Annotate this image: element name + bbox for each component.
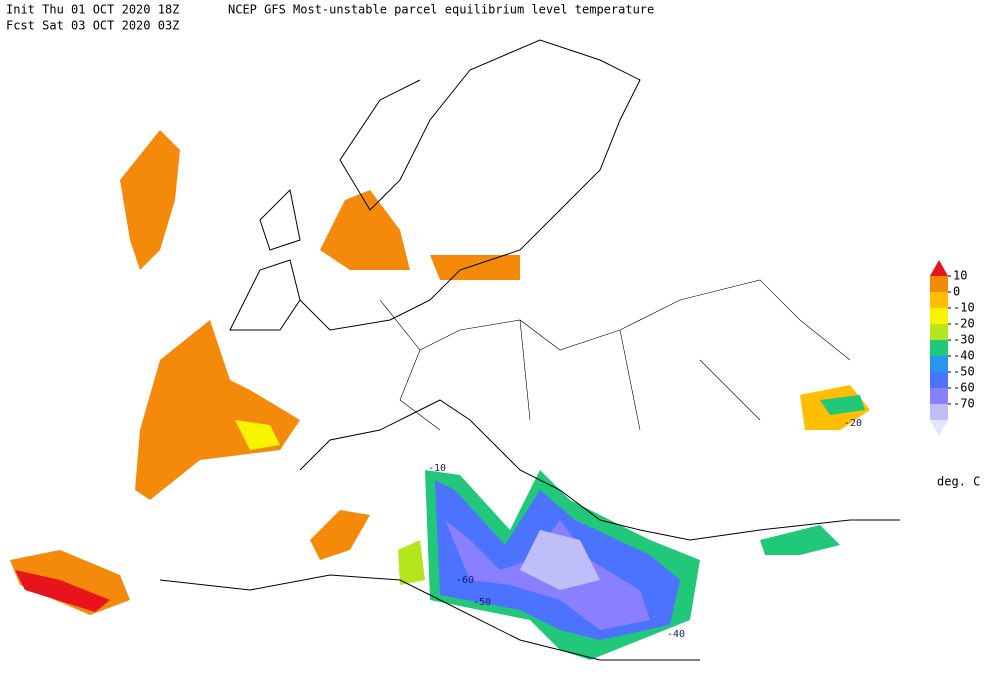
init-text: Init Thu 01 OCT 2020 18Z — [6, 3, 179, 17]
map-title: NCEP GFS Most-unstable parcel equilibriu… — [228, 3, 654, 17]
field-area — [430, 255, 520, 280]
coastline — [299, 39, 641, 331]
contour-label: -20 — [844, 418, 862, 429]
field-area — [398, 540, 425, 585]
field-area — [135, 320, 300, 500]
legend-label: -30 — [953, 333, 975, 347]
coastlines — [159, 39, 900, 661]
legend-triangle — [930, 260, 948, 276]
legend-label: -10 — [953, 301, 975, 315]
field-area — [820, 395, 865, 415]
coastline — [299, 399, 900, 541]
contour-label: -60 — [456, 575, 474, 586]
legend-swatch — [930, 388, 948, 404]
field-area — [310, 510, 370, 560]
legend-swatch — [930, 356, 948, 372]
legend-swatch — [930, 324, 948, 340]
coastline — [159, 574, 700, 661]
legend-label: -20 — [953, 317, 975, 331]
legend-swatch — [930, 372, 948, 388]
field-area — [15, 570, 110, 612]
legend-swatch — [930, 308, 948, 324]
contour-label: -10 — [428, 463, 446, 474]
legend-swatch — [930, 276, 948, 292]
legend-label: -70 — [953, 397, 975, 411]
legend-label: -50 — [953, 365, 975, 379]
field-area — [320, 190, 410, 270]
legend: 10 0 -10 -20 -30 -40 -50 -60 -70 deg. C — [930, 260, 980, 489]
legend-unit: deg. C — [937, 475, 980, 489]
legend-swatch — [930, 404, 948, 420]
legend-swatch — [930, 292, 948, 308]
field — [10, 130, 870, 660]
fcst-text: Fcst Sat 03 OCT 2020 03Z — [6, 19, 179, 33]
legend-triangle — [930, 420, 948, 436]
contour-label: -50 — [473, 597, 491, 608]
legend-label: -60 — [953, 381, 975, 395]
field-area — [120, 130, 180, 270]
legend-label: -40 — [953, 349, 975, 363]
legend-swatch — [930, 340, 948, 356]
field-area — [520, 530, 600, 590]
contour-labels: -60 -50 -40 -20 -10 — [428, 418, 862, 640]
field-area — [760, 525, 840, 555]
legend-label: 10 — [953, 269, 967, 283]
coastline — [229, 188, 301, 331]
legend-label: 0 — [953, 285, 960, 299]
border — [379, 279, 851, 431]
field-area — [235, 420, 280, 450]
contour-label: -40 — [667, 629, 685, 640]
